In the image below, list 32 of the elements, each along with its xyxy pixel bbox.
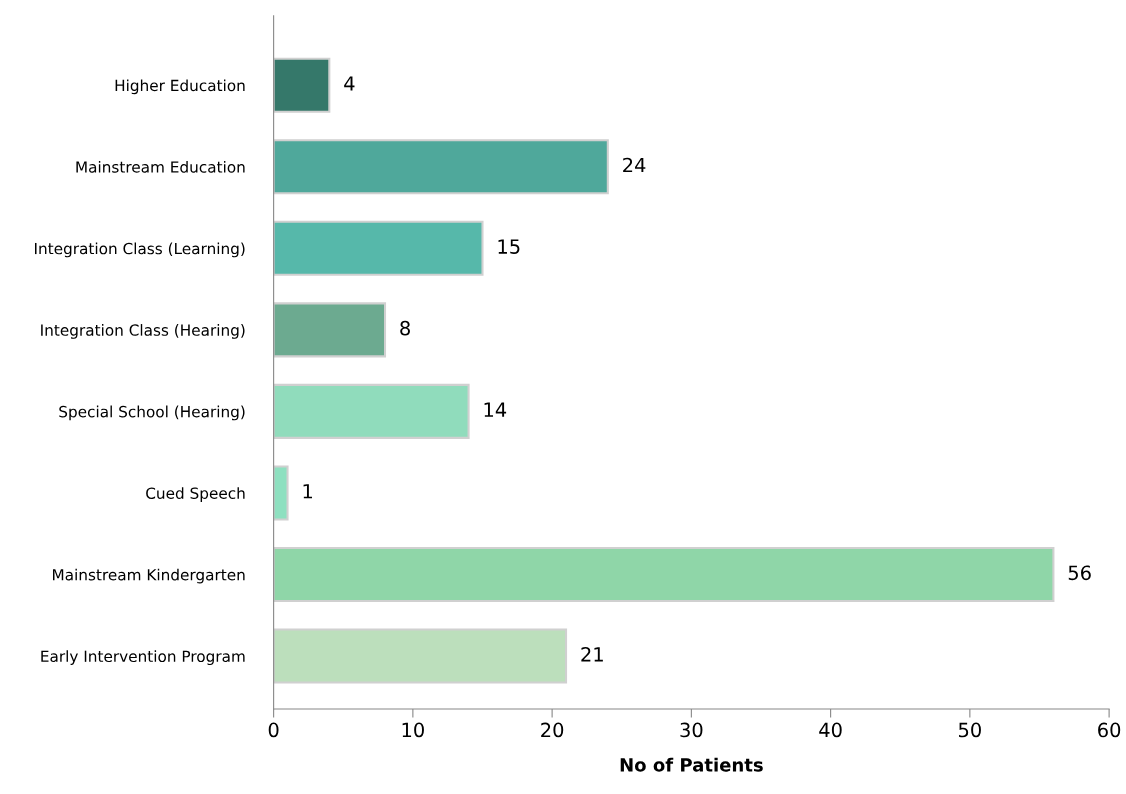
y-tick-label: Cued Speech [146, 487, 245, 502]
data-label: 15 [498, 239, 520, 254]
y-tick-label: Higher Education [115, 79, 245, 95]
data-label: 56 [1068, 565, 1091, 581]
x-tick-label: 60 [1098, 722, 1121, 738]
x-tick-label: 0 [268, 722, 279, 738]
bar [273, 383, 470, 439]
data-label: 1 [303, 484, 313, 499]
bar [273, 139, 609, 195]
x-tick-label: 40 [819, 722, 842, 738]
y-tick-label: Special School (Hearing) [59, 405, 245, 421]
data-label: 8 [400, 320, 410, 336]
y-tick-label: Integration Class (Learning) [35, 242, 245, 258]
y-tick-label: Mainstream Kindergarten [53, 568, 245, 584]
bar [273, 57, 331, 113]
bar [273, 302, 387, 358]
data-label: 14 [484, 402, 507, 417]
x-tick-label: 10 [402, 722, 424, 738]
x-tick-label: 50 [958, 722, 981, 738]
data-label: 4 [344, 76, 355, 91]
x-axis-title: No of Patients [620, 757, 763, 772]
data-label: 24 [623, 157, 646, 173]
y-tick-label: Mainstream Education [76, 160, 245, 173]
bar [273, 465, 289, 521]
x-tick-label: 30 [680, 722, 703, 738]
bar [273, 220, 484, 276]
y-tick-label: Integration Class (Hearing) [41, 324, 245, 339]
x-tick-label: 20 [541, 722, 564, 738]
bar [273, 628, 568, 684]
y-tick-label: Early Intervention Program [41, 650, 245, 666]
data-label: 21 [581, 646, 603, 662]
bar [273, 546, 1055, 603]
